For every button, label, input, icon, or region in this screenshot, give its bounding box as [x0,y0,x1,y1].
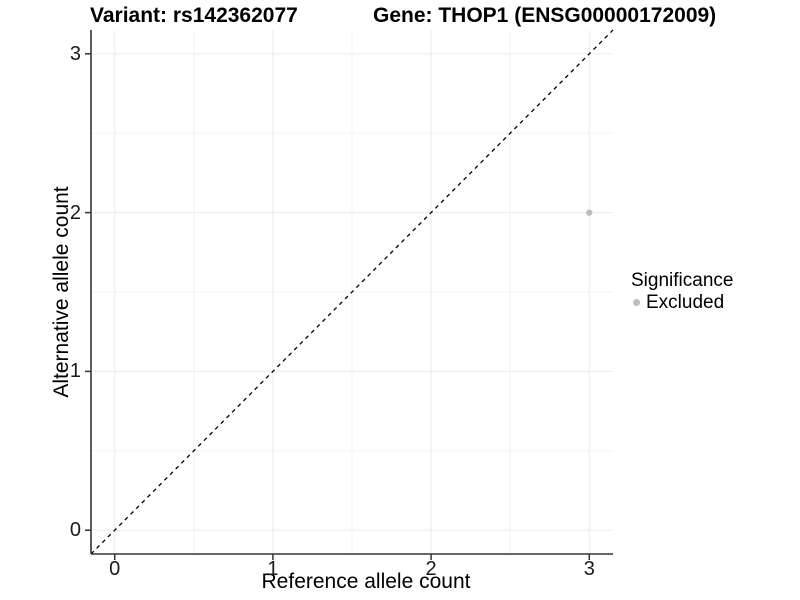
x-tick-label: 0 [109,558,121,580]
legend-item-excluded: Excluded [631,292,733,313]
y-tick-label: 3 [69,42,81,65]
x-tick-label: 1 [267,558,279,580]
legend-title: Significance [631,270,734,291]
y-tick-label: 1 [69,360,81,383]
legend-item-label: Excluded [646,292,725,313]
identity-dashed-line [90,29,614,555]
legend-point-icon [633,299,640,306]
data-point [586,209,593,216]
x-axis-title: Reference allele count [261,570,471,593]
plot-title-gene: Gene: THOP1 (ENSG00000172009) [373,4,717,27]
plot-title-variant: Variant: rs142362077 [90,4,298,27]
x-tick-label: 3 [583,558,595,580]
legend: Significance Excluded [631,270,733,313]
y-axis-title: Alternative allele count [50,186,73,398]
y-tick-label: 2 [69,201,81,224]
x-tick-label: 2 [425,558,437,580]
y-tick-label: 0 [69,519,81,542]
